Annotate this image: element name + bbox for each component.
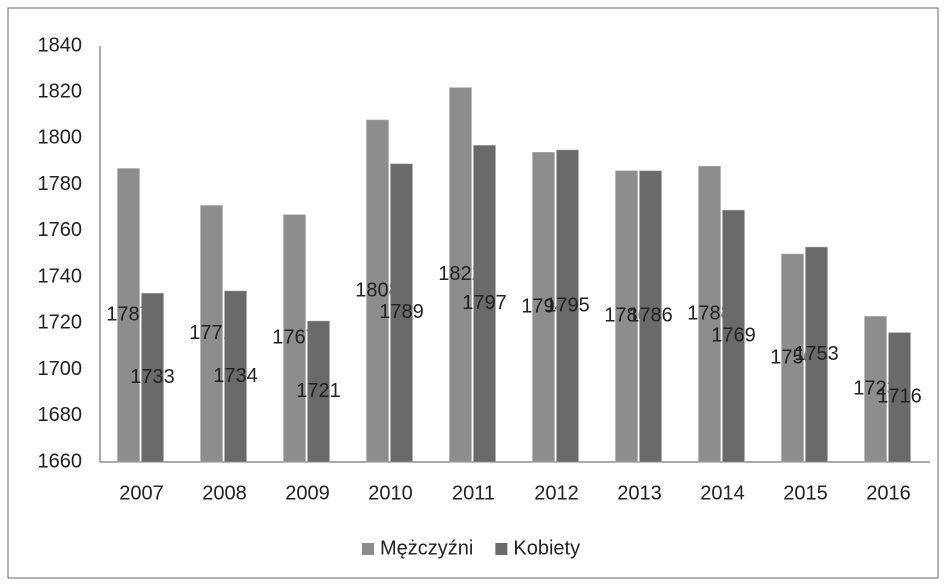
bar (117, 168, 140, 463)
bar (639, 170, 662, 463)
bar (224, 290, 247, 463)
x-tick-label: 2012 (534, 482, 579, 504)
y-tick-label: 1820 (38, 81, 83, 103)
y-tick-label: 1760 (38, 219, 83, 241)
data-label: 1797 (462, 292, 507, 314)
bar (366, 119, 389, 463)
y-tick-label: 1800 (38, 127, 83, 149)
data-label: 1716 (877, 386, 922, 408)
data-label: 1794 (521, 295, 566, 317)
data-label: 1787 (106, 304, 151, 326)
bar (864, 316, 887, 463)
legend-label: Kobiety (513, 537, 580, 559)
data-label: 1822 (438, 263, 483, 285)
bar (532, 152, 555, 463)
x-tick-label: 2015 (783, 482, 828, 504)
data-label: 1795 (545, 294, 590, 316)
data-label: 1786 (604, 305, 649, 327)
x-tick-label: 2013 (617, 482, 662, 504)
bar (390, 163, 413, 463)
bar (307, 320, 330, 463)
data-label: 1808 (355, 279, 400, 301)
bar (473, 145, 496, 463)
bar (283, 214, 306, 463)
x-tick-label: 2016 (866, 482, 911, 504)
x-tick-label: 2011 (452, 482, 495, 504)
bar (141, 293, 164, 463)
data-label: 1786 (628, 305, 673, 327)
x-tick-label: 2007 (119, 482, 164, 504)
bar (781, 253, 804, 463)
bar (615, 170, 638, 463)
data-label: 1721 (296, 380, 341, 402)
data-label: 1734 (213, 365, 258, 387)
x-tick-label: 2009 (285, 482, 330, 504)
chart-border (7, 7, 939, 579)
data-label: 1769 (711, 324, 756, 346)
data-label: 1733 (130, 366, 175, 388)
bar (722, 209, 745, 463)
data-label: 1753 (794, 343, 839, 365)
x-tick-label: 2014 (700, 482, 745, 504)
bar (805, 246, 828, 463)
y-tick-label: 1680 (38, 404, 83, 426)
data-label: 1750 (770, 346, 815, 368)
y-tick-label: 1740 (38, 265, 83, 287)
data-label: 1789 (379, 301, 424, 323)
data-label: 1788 (687, 302, 732, 324)
y-tick-label: 1720 (38, 312, 83, 334)
data-label: 1723 (853, 377, 898, 399)
legend-swatch (362, 543, 374, 555)
y-tick-label: 1700 (38, 358, 83, 380)
data-label: 1771 (189, 322, 234, 344)
bar (200, 205, 223, 463)
bar (556, 149, 579, 463)
legend-label: Mężczyźni (380, 537, 473, 559)
bar (888, 332, 911, 463)
data-label: 1767 (272, 327, 317, 349)
y-tick-label: 1780 (38, 173, 83, 195)
x-tick-label: 2008 (202, 482, 247, 504)
legend-swatch (495, 543, 508, 555)
y-tick-label: 1660 (38, 450, 83, 472)
bar (449, 87, 472, 463)
bar (698, 165, 721, 463)
y-tick-label: 1840 (38, 34, 83, 56)
x-tick-label: 2010 (368, 482, 413, 504)
